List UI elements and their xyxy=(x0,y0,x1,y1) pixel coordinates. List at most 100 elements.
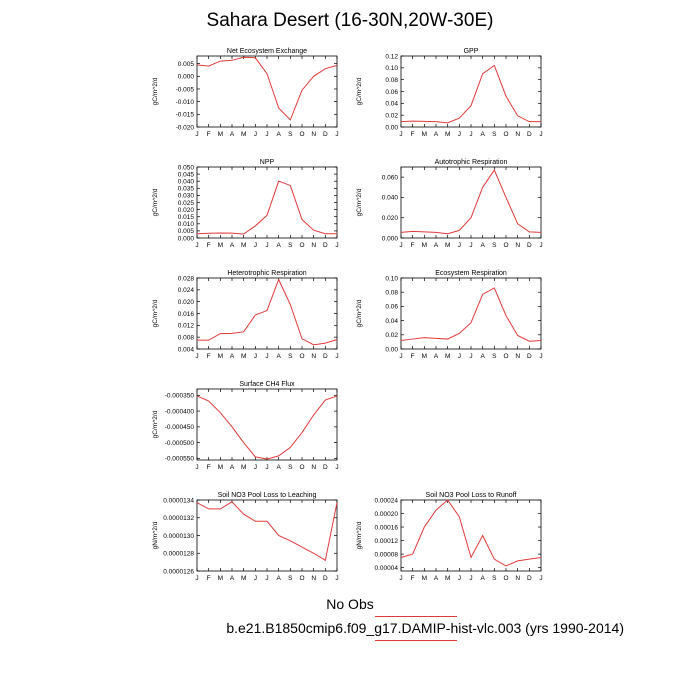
x-tick-label: S xyxy=(288,464,293,471)
x-tick-label: M xyxy=(241,464,246,471)
y-tick-label: -0.015 xyxy=(176,112,195,119)
y-tick-label: 0.040 xyxy=(382,195,399,202)
plot-frame xyxy=(196,277,338,350)
y-tick-label: -0.020 xyxy=(176,124,195,131)
y-tick-label: 0.008 xyxy=(178,334,195,341)
y-tick-label: 0.040 xyxy=(178,179,195,186)
y-axis-label: gC/m^2/d xyxy=(356,188,363,216)
y-tick-label: 0.045 xyxy=(178,171,195,178)
x-tick-label: M xyxy=(241,353,246,360)
x-tick-label: O xyxy=(299,464,304,471)
x-tick-label: F xyxy=(411,575,415,582)
x-tick-label: F xyxy=(207,242,211,249)
x-tick-label: M xyxy=(241,131,246,138)
x-tick-label: N xyxy=(311,131,316,138)
x-tick-label: J xyxy=(254,575,257,582)
legend-line-secondary xyxy=(375,640,457,641)
x-tick-label: N xyxy=(311,464,316,471)
x-tick-label: J xyxy=(458,242,461,249)
x-tick-label: O xyxy=(503,575,508,582)
panel-title: Heterotrophic Respiration xyxy=(227,270,306,277)
x-tick-label: J xyxy=(254,464,257,471)
y-axis-label: gN/m^2/d xyxy=(356,521,363,549)
x-tick-label: J xyxy=(195,242,198,249)
y-tick-label: 0.028 xyxy=(178,275,195,282)
x-tick-label: A xyxy=(276,575,281,582)
x-tick-label: M xyxy=(218,575,223,582)
y-tick-label: 0.005 xyxy=(178,61,195,68)
x-tick-label: J xyxy=(335,131,338,138)
x-tick-label: A xyxy=(276,242,281,249)
x-tick-label: N xyxy=(515,131,520,138)
x-tick-label: J xyxy=(195,131,198,138)
x-tick-label: A xyxy=(434,242,439,249)
x-tick-label: J xyxy=(539,131,542,138)
x-tick-label: A xyxy=(230,575,235,582)
x-tick-label: O xyxy=(299,575,304,582)
case-label: b.e21.B1850cmip6.f09_g17.DAMIP-hist-vlc.… xyxy=(226,620,624,636)
y-tick-label: 0.000 xyxy=(178,235,195,242)
y-tick-label: -0.000500 xyxy=(165,440,195,447)
y-tick-label: -0.000350 xyxy=(165,393,195,400)
x-tick-label: A xyxy=(480,131,485,138)
y-tick-label: 0.06 xyxy=(385,304,398,311)
y-tick-label: 0.00016 xyxy=(375,524,399,531)
y-tick-label: 0.08 xyxy=(385,77,398,84)
series-line xyxy=(400,287,542,342)
chart-panel: Autotrophic Respiration 0.000 0.020 0.040 0.… xyxy=(356,159,543,249)
x-tick-label: F xyxy=(207,131,211,138)
x-tick-label: A xyxy=(276,464,281,471)
x-tick-label: A xyxy=(230,353,235,360)
y-axis-label: gC/m^2/d xyxy=(152,188,159,216)
x-tick-label: S xyxy=(492,353,497,360)
x-tick-label: S xyxy=(288,131,293,138)
x-tick-label: S xyxy=(492,575,497,582)
x-tick-label: J xyxy=(195,353,198,360)
y-tick-label: 0.025 xyxy=(178,200,195,207)
x-tick-label: A xyxy=(230,464,235,471)
x-tick-label: A xyxy=(434,131,439,138)
x-tick-label: J xyxy=(335,464,338,471)
x-tick-label: N xyxy=(515,575,520,582)
x-tick-label: A xyxy=(480,575,485,582)
y-tick-label: -0.010 xyxy=(176,99,195,106)
y-tick-label: 0.060 xyxy=(382,174,399,181)
x-tick-label: J xyxy=(399,353,402,360)
x-tick-label: O xyxy=(299,353,304,360)
y-tick-label: 0.030 xyxy=(178,193,195,200)
y-tick-label: 0.02 xyxy=(385,112,398,119)
x-tick-label: J xyxy=(265,575,268,582)
x-tick-label: A xyxy=(230,131,235,138)
y-axis-label: gC/m^2/d xyxy=(152,410,159,438)
x-tick-label: D xyxy=(527,131,532,138)
x-tick-label: S xyxy=(288,242,293,249)
x-tick-label: J xyxy=(335,575,338,582)
x-tick-label: F xyxy=(411,242,415,249)
x-tick-label: D xyxy=(323,575,328,582)
y-tick-label: -0.005 xyxy=(176,86,195,93)
y-tick-label: 0.020 xyxy=(178,207,195,214)
y-tick-label: 0.005 xyxy=(178,228,195,235)
y-tick-label: 0.000 xyxy=(178,74,195,81)
x-tick-label: D xyxy=(323,464,328,471)
y-tick-label: 0.08 xyxy=(385,290,398,297)
x-tick-label: O xyxy=(299,131,304,138)
y-axis-label: gN/m^2/d xyxy=(152,521,159,549)
x-tick-label: D xyxy=(527,353,532,360)
x-tick-label: D xyxy=(323,131,328,138)
x-tick-label: D xyxy=(527,575,532,582)
chart-panel: Net Ecosystem Exchange 0.005 0.000 -0.005 -0… xyxy=(152,48,339,138)
x-tick-label: S xyxy=(492,131,497,138)
x-tick-label: M xyxy=(241,242,246,249)
plot-frame xyxy=(400,55,542,128)
x-tick-label: J xyxy=(254,242,257,249)
y-tick-label: 0.0000130 xyxy=(163,533,194,540)
x-tick-label: J xyxy=(469,131,472,138)
x-tick-label: J xyxy=(254,131,257,138)
x-tick-label: S xyxy=(288,353,293,360)
y-tick-label: 0.004 xyxy=(178,346,195,353)
y-tick-label: 0.00020 xyxy=(375,511,399,518)
y-tick-label: 0.020 xyxy=(382,215,399,222)
